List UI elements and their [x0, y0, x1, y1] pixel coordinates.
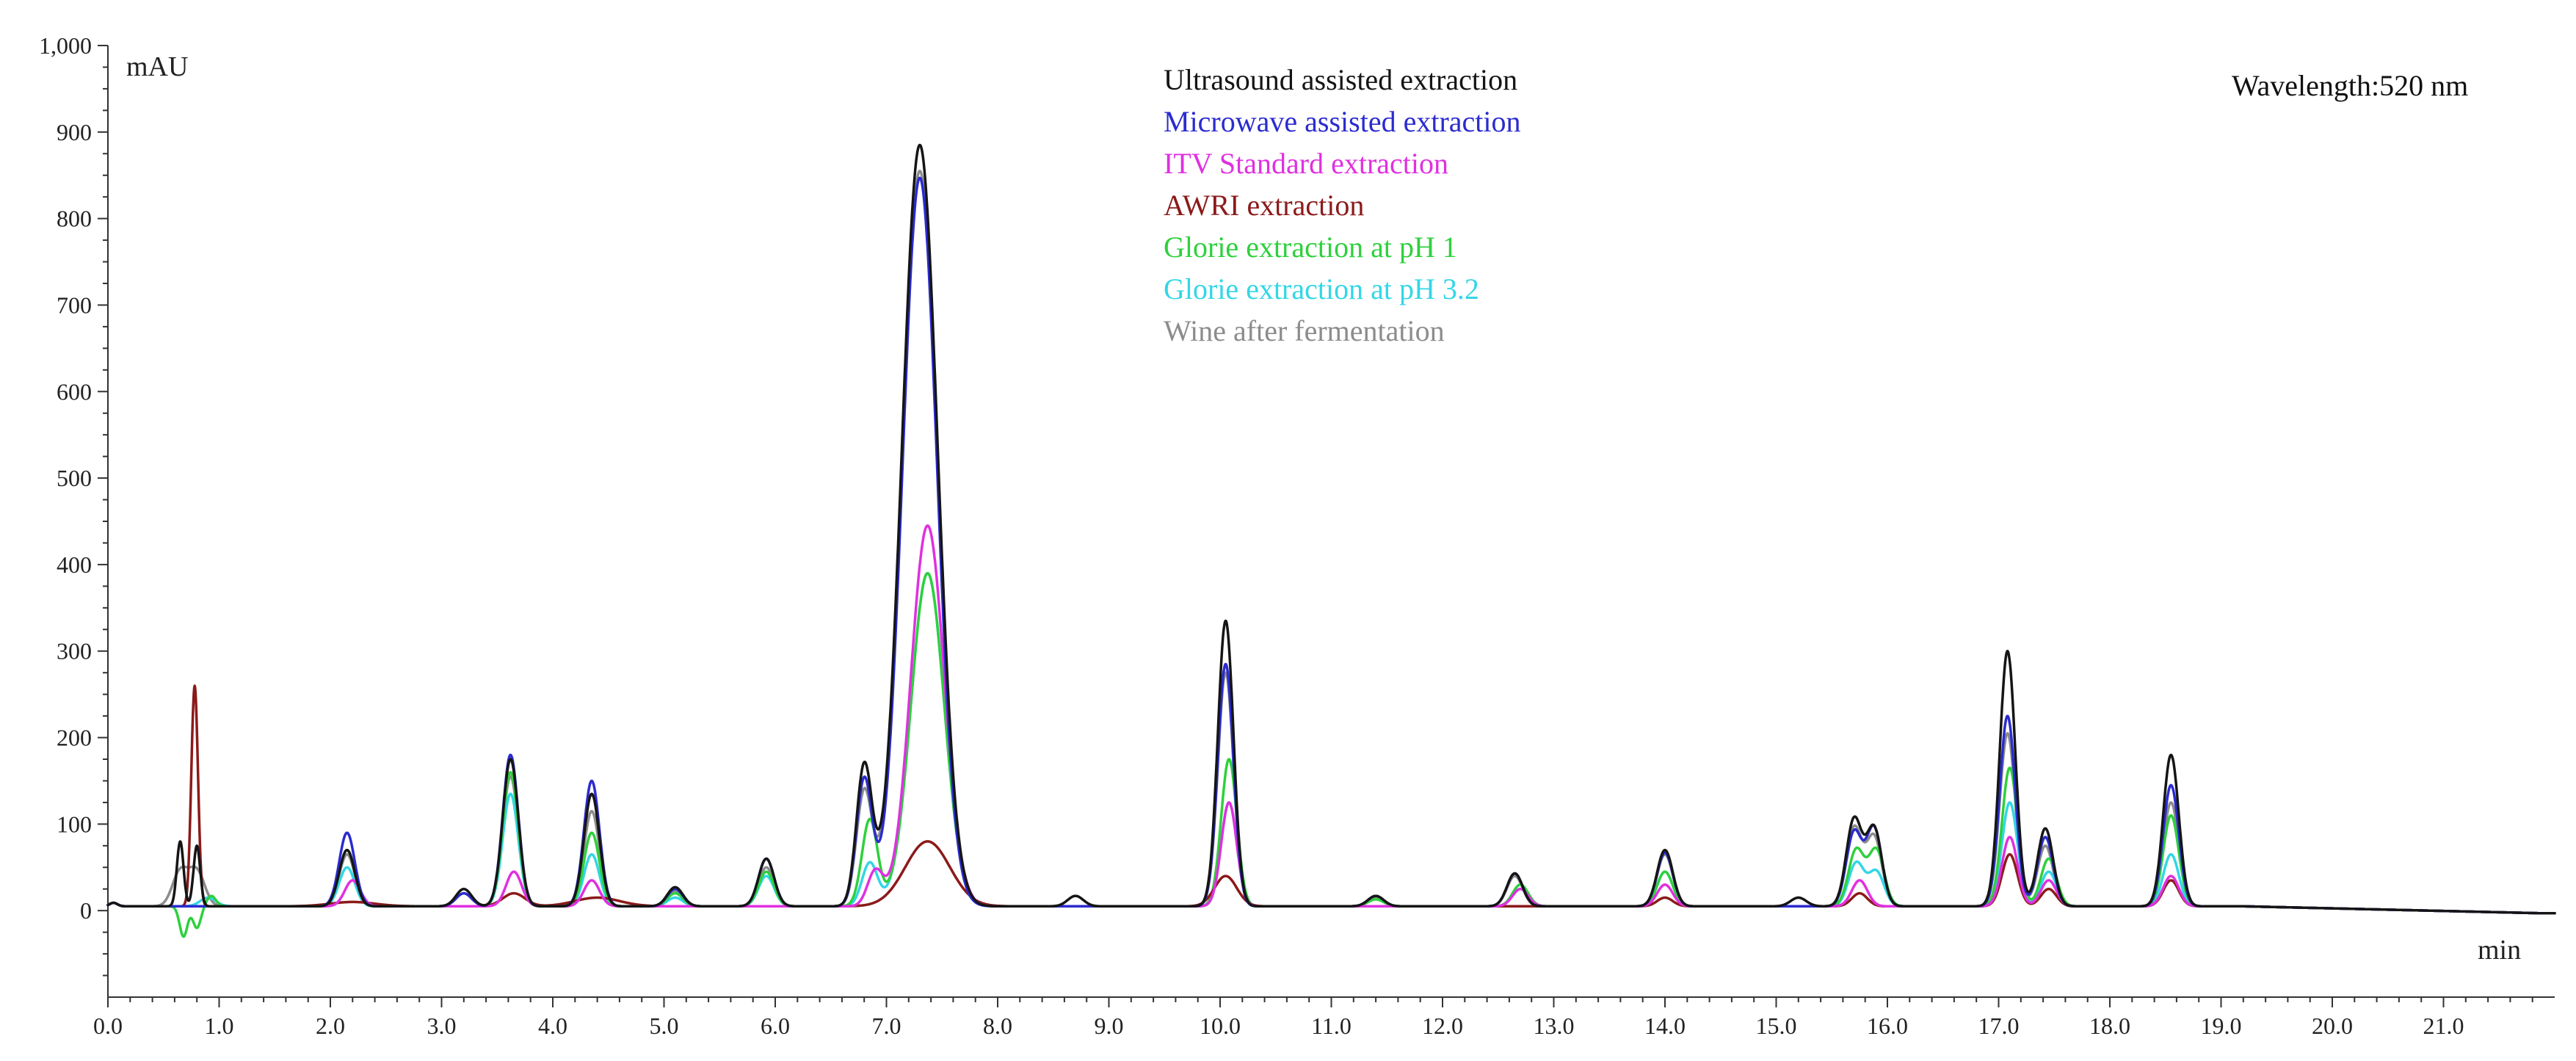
legend-entry: Microwave assisted extraction — [1164, 105, 1521, 138]
y-tick-label: 500 — [57, 465, 92, 491]
x-tick-label: 5.0 — [650, 1013, 679, 1039]
y-tick-label: 100 — [57, 811, 92, 837]
series-trace-3 — [106, 684, 2556, 915]
x-tick-label: 1.0 — [205, 1013, 234, 1039]
x-tick-label: 11.0 — [1311, 1013, 1352, 1039]
x-tick-label: 21.0 — [2423, 1013, 2464, 1039]
y-tick-group: 0 100 200 300 400 500 600 700 800 900 1,000 — [39, 32, 108, 977]
x-tick-label: 20.0 — [2312, 1013, 2353, 1039]
x-tick-label: 0.0 — [93, 1013, 123, 1039]
series-trace-6 — [106, 143, 2556, 915]
series-trace-2 — [106, 571, 2556, 938]
x-tick-label: 3.0 — [427, 1013, 457, 1039]
x-tick-label: 12.0 — [1422, 1013, 1463, 1039]
x-tick-label: 17.0 — [1978, 1013, 2020, 1039]
x-tick-label: 13.0 — [1534, 1013, 1575, 1039]
legend-entry: Wine after fermentation — [1164, 314, 1445, 347]
trace-group — [106, 143, 2556, 938]
x-tick-label: 4.0 — [538, 1013, 567, 1039]
x-tick-label: 15.0 — [1756, 1013, 1797, 1039]
y-tick-label: 700 — [57, 291, 92, 318]
y-tick-label: 600 — [57, 378, 92, 405]
y-tick-label: 0 — [80, 897, 92, 924]
x-tick-label: 14.0 — [1644, 1013, 1686, 1039]
legend-entry: Glorie extraction at pH 3.2 — [1164, 272, 1479, 305]
x-tick-group: 0.0 1.0 2.0 3.0 4.0 5.0 6.0 7.0 8.0 9.0 10.0 11.0 12… — [93, 997, 2533, 1039]
wavelength-annotation: Wavelength:520 nm — [2232, 69, 2468, 102]
x-tick-label: 19.0 — [2201, 1013, 2242, 1039]
legend-entry: AWRI extraction — [1164, 189, 1364, 222]
y-tick-label: 1,000 — [39, 32, 92, 59]
y-tick-label: 800 — [57, 206, 92, 232]
y-tick-label: 400 — [57, 551, 92, 578]
legend: Ultrasound assisted extraction Microwave … — [1164, 63, 1521, 347]
y-tick-label: 200 — [57, 725, 92, 751]
legend-entry: Glorie extraction at pH 1 — [1164, 231, 1457, 264]
x-tick-label: 6.0 — [761, 1013, 790, 1039]
x-tick-label: 7.0 — [872, 1013, 901, 1039]
y-tick-label: 300 — [57, 638, 92, 665]
x-axis-unit-label: min — [2478, 935, 2521, 966]
x-tick-label: 16.0 — [1867, 1013, 1908, 1039]
x-tick-label: 2.0 — [316, 1013, 345, 1039]
y-axis-unit-label: mAU — [126, 51, 188, 82]
x-tick-label: 8.0 — [983, 1013, 1012, 1039]
legend-entry: ITV Standard extraction — [1164, 147, 1448, 180]
y-tick-label: 900 — [57, 119, 92, 145]
series-trace-1 — [106, 571, 2556, 915]
legend-entry: Ultrasound assisted extraction — [1164, 63, 1517, 96]
x-tick-label: 9.0 — [1095, 1013, 1124, 1039]
series-trace-4 — [106, 524, 2556, 915]
x-tick-label: 18.0 — [2089, 1013, 2130, 1039]
x-tick-label: 10.0 — [1200, 1013, 1241, 1039]
